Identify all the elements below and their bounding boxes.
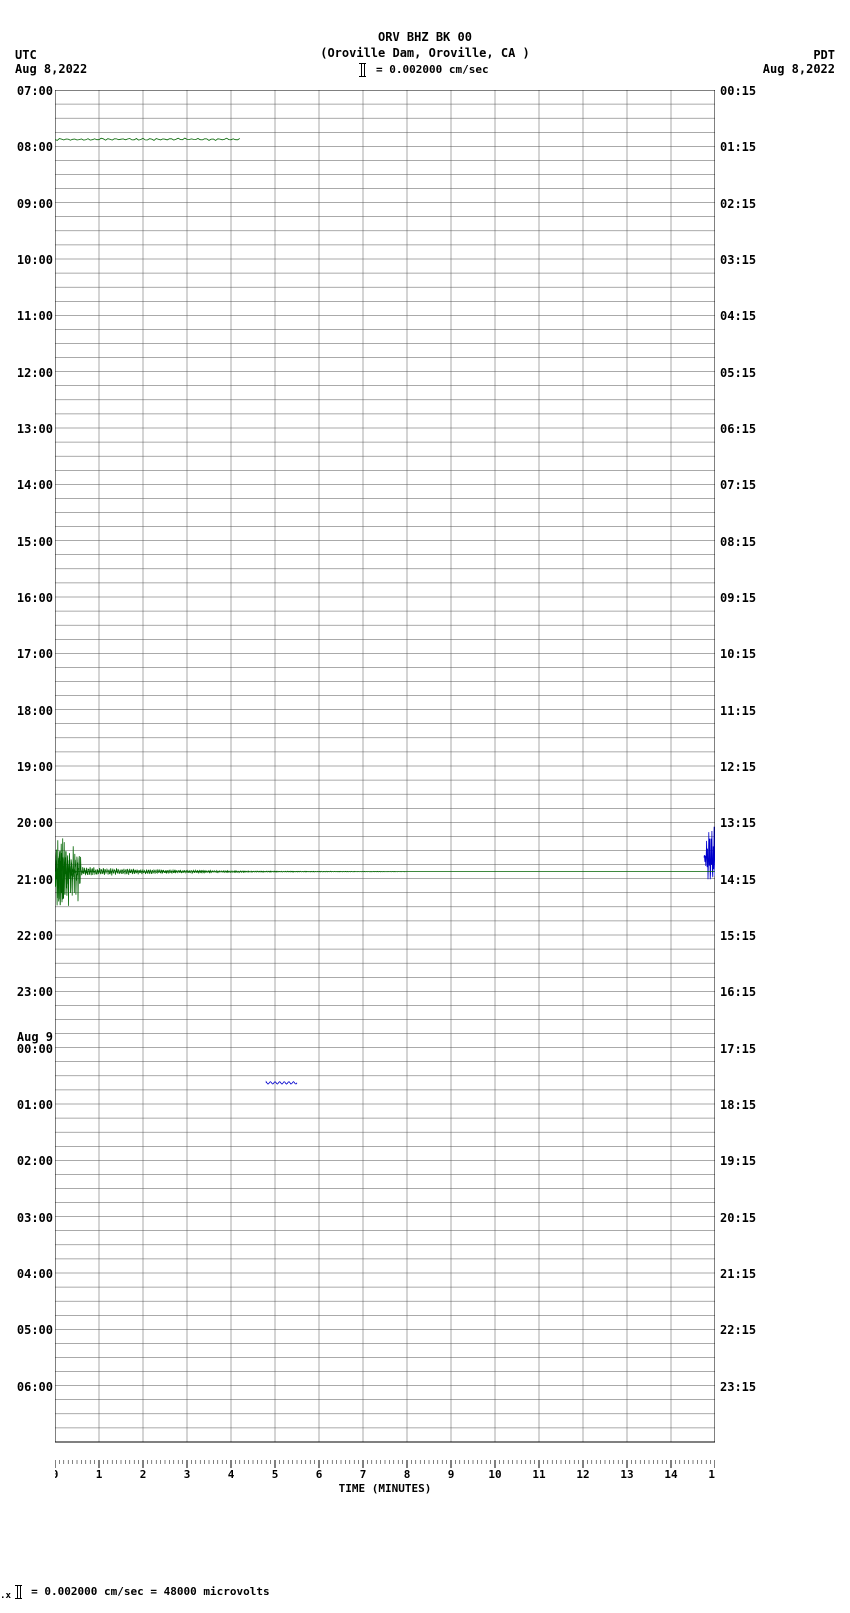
tz-right-date: Aug 8,2022	[763, 62, 835, 76]
svg-text:6: 6	[316, 1468, 323, 1480]
left-hour-label: 02:00	[17, 1154, 53, 1168]
x-axis-block: 0123456789101112131415 TIME (MINUTES)	[55, 1460, 715, 1495]
right-hour-label: 23:15	[720, 1380, 756, 1394]
right-hour-label: 20:15	[720, 1211, 756, 1225]
left-hour-label: 22:00	[17, 929, 53, 943]
right-hour-label: 13:15	[720, 816, 756, 830]
svg-text:9: 9	[448, 1468, 455, 1480]
left-hour-label: 08:00	[17, 140, 53, 154]
footer-sub: .x	[0, 1590, 17, 1601]
left-hour-label: 15:00	[17, 535, 53, 549]
right-hour-label: 05:15	[720, 366, 756, 380]
seismogram-svg	[55, 90, 715, 1490]
tz-left-name: UTC	[15, 48, 87, 62]
right-hour-label: 19:15	[720, 1154, 756, 1168]
left-hour-label: 06:00	[17, 1380, 53, 1394]
left-hour-label: 18:00	[17, 704, 53, 718]
left-time-labels: 07:0008:0009:0010:0011:0012:0013:0014:00…	[8, 90, 53, 1442]
right-hour-label: 14:15	[720, 873, 756, 887]
left-hour-label: 03:00	[17, 1211, 53, 1225]
right-hour-label: 18:15	[720, 1098, 756, 1112]
right-hour-label: 22:15	[720, 1323, 756, 1337]
svg-text:0: 0	[55, 1468, 58, 1480]
right-hour-label: 11:15	[720, 704, 756, 718]
station-code: ORV BHZ BK 00	[0, 30, 850, 46]
header: ORV BHZ BK 00 (Oroville Dam, Oroville, C…	[0, 0, 850, 77]
right-hour-label: 06:15	[720, 422, 756, 436]
right-hour-label: 01:15	[720, 140, 756, 154]
right-hour-label: 09:15	[720, 591, 756, 605]
left-hour-label: 12:00	[17, 366, 53, 380]
left-hour-label: 21:00	[17, 873, 53, 887]
svg-text:3: 3	[184, 1468, 191, 1480]
left-hour-label: 05:00	[17, 1323, 53, 1337]
station-location: (Oroville Dam, Oroville, CA )	[0, 46, 850, 62]
svg-text:7: 7	[360, 1468, 367, 1480]
svg-text:5: 5	[272, 1468, 279, 1480]
left-hour-label: 10:00	[17, 253, 53, 267]
left-hour-label: 00:00	[17, 1042, 53, 1056]
left-hour-label: 07:00	[17, 84, 53, 98]
right-hour-label: 03:15	[720, 253, 756, 267]
left-hour-label: 09:00	[17, 197, 53, 211]
plot-area	[55, 90, 715, 1442]
right-hour-label: 04:15	[720, 309, 756, 323]
svg-text:13: 13	[620, 1468, 633, 1480]
scale-legend: = 0.002000 cm/sec	[0, 63, 850, 77]
svg-text:10: 10	[488, 1468, 501, 1480]
footer: .x = 0.002000 cm/sec = 48000 microvolts	[0, 1585, 270, 1601]
left-hour-label: 17:00	[17, 647, 53, 661]
left-hour-label: 13:00	[17, 422, 53, 436]
left-hour-label: 16:00	[17, 591, 53, 605]
left-hour-label: 11:00	[17, 309, 53, 323]
svg-text:12: 12	[576, 1468, 589, 1480]
x-axis-ticks: 0123456789101112131415	[55, 1460, 715, 1480]
right-hour-label: 00:15	[720, 84, 756, 98]
footer-scale-bar-icon	[17, 1585, 21, 1599]
right-hour-label: 21:15	[720, 1267, 756, 1281]
tz-right-name: PDT	[763, 48, 835, 62]
left-hour-label: 04:00	[17, 1267, 53, 1281]
right-hour-label: 12:15	[720, 760, 756, 774]
right-time-labels: 00:1501:1502:1503:1504:1505:1506:1507:15…	[720, 90, 770, 1442]
x-axis-label: TIME (MINUTES)	[55, 1482, 715, 1495]
footer-text: = 0.002000 cm/sec = 48000 microvolts	[31, 1585, 269, 1598]
right-hour-label: 02:15	[720, 197, 756, 211]
left-hour-label: 19:00	[17, 760, 53, 774]
svg-text:14: 14	[664, 1468, 678, 1480]
right-hour-label: 08:15	[720, 535, 756, 549]
left-hour-label: 14:00	[17, 478, 53, 492]
right-hour-label: 07:15	[720, 478, 756, 492]
svg-text:4: 4	[228, 1468, 235, 1480]
right-hour-label: 15:15	[720, 929, 756, 943]
tz-right-block: PDT Aug 8,2022	[763, 48, 835, 76]
left-hour-label: 20:00	[17, 816, 53, 830]
left-hour-label: 01:00	[17, 1098, 53, 1112]
scale-text: = 0.002000 cm/sec	[376, 63, 489, 76]
right-hour-label: 10:15	[720, 647, 756, 661]
svg-text:15: 15	[708, 1468, 715, 1480]
svg-text:8: 8	[404, 1468, 411, 1480]
svg-text:2: 2	[140, 1468, 147, 1480]
tz-left-block: UTC Aug 8,2022	[15, 48, 87, 76]
right-hour-label: 17:15	[720, 1042, 756, 1056]
scale-bar-icon	[361, 63, 365, 77]
left-hour-label: 23:00	[17, 985, 53, 999]
seismogram-container: UTC Aug 8,2022 PDT Aug 8,2022 ORV BHZ BK…	[0, 0, 850, 1613]
right-hour-label: 16:15	[720, 985, 756, 999]
svg-text:1: 1	[96, 1468, 103, 1480]
svg-text:11: 11	[532, 1468, 546, 1480]
tz-left-date: Aug 8,2022	[15, 62, 87, 76]
